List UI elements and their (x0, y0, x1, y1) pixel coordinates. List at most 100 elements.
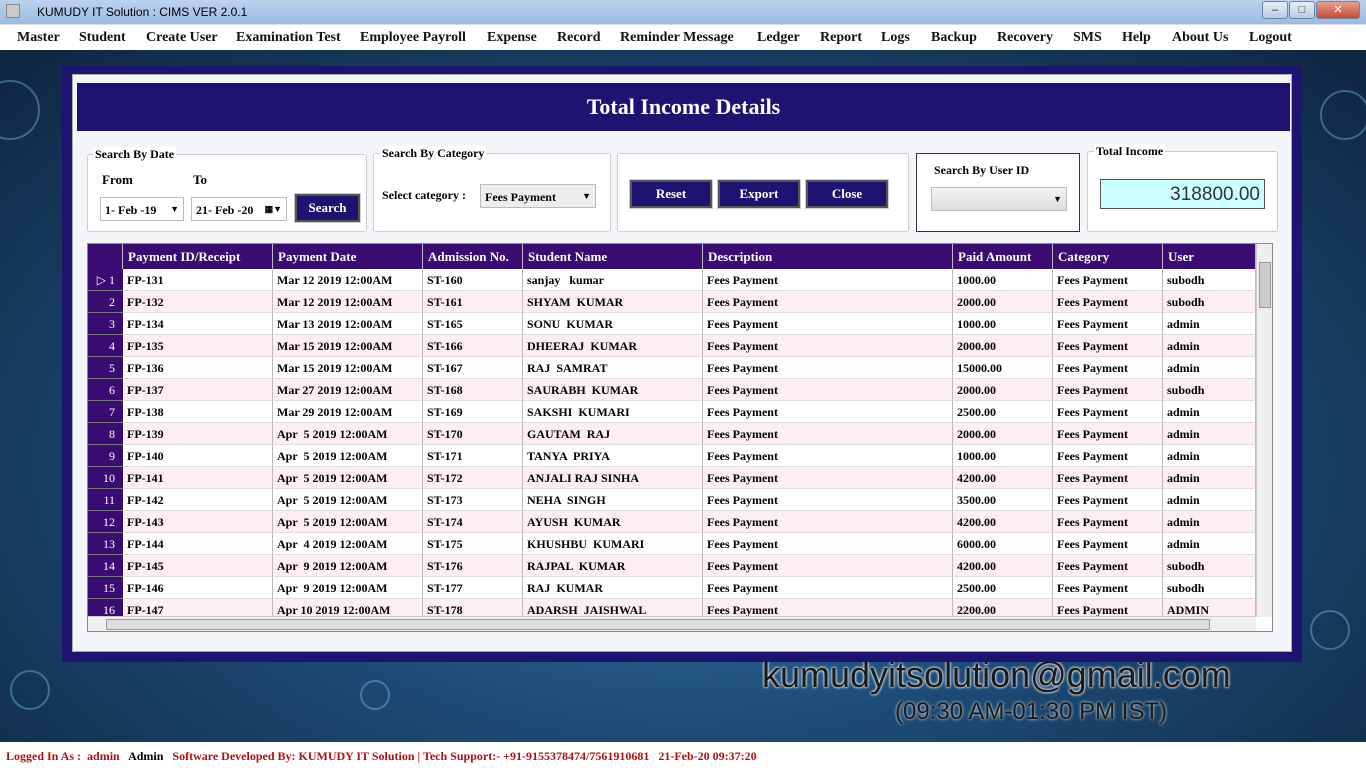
row-header[interactable]: 7 (88, 401, 123, 423)
row-header[interactable]: 5 (88, 357, 123, 379)
menu-sms[interactable]: SMS (1073, 30, 1102, 45)
table-row[interactable]: 7 FP-138 Mar 29 2019 12:00AM ST-169 SAKSHI K… (88, 401, 1256, 423)
column-header[interactable]: Category (1053, 244, 1163, 269)
minimize-icon[interactable]: – (1262, 1, 1288, 19)
menu-recovery[interactable]: Recovery (997, 30, 1053, 45)
table-row[interactable]: 13 FP-144 Apr 4 2019 12:00AM ST-175 KHUSHBU … (88, 533, 1256, 555)
column-header[interactable]: Admission No. (423, 244, 523, 269)
from-date-picker[interactable]: 1- Feb -19 ▼ (100, 197, 184, 221)
table-row[interactable]: 10 FP-141 Apr 5 2019 12:00AM ST-172 ANJALI R… (88, 467, 1256, 489)
row-header[interactable]: ▷ 1 (88, 269, 123, 291)
column-header[interactable]: Description (703, 244, 953, 269)
table-cell: Fees Payment (703, 423, 953, 445)
table-row[interactable]: 9 FP-140 Apr 5 2019 12:00AM ST-171 TANYA PRI… (88, 445, 1256, 467)
table-cell: AYUSH KUMAR (523, 511, 703, 533)
menu-student[interactable]: Student (79, 30, 126, 45)
table-cell: admin (1163, 313, 1256, 335)
menu-bar: Master Student Create User Examination Test… (0, 24, 1366, 50)
table-cell: ST-175 (423, 533, 523, 555)
table-cell: FP-138 (123, 401, 273, 423)
close-window-icon[interactable]: ✕ (1316, 1, 1360, 19)
category-select[interactable]: Fees Payment ▼ (480, 184, 596, 208)
column-header[interactable]: Paid Amount (953, 244, 1053, 269)
table-cell: Fees Payment (703, 489, 953, 511)
row-header[interactable]: 15 (88, 577, 123, 599)
menu-ledger[interactable]: Ledger (757, 30, 800, 45)
row-header[interactable]: 10 (88, 467, 123, 489)
table-cell: Fees Payment (1053, 269, 1163, 291)
user-group-legend: Search By User ID (932, 163, 1032, 178)
table-cell: 4200.00 (953, 511, 1053, 533)
column-header[interactable]: Payment Date (273, 244, 423, 269)
table-cell: ST-173 (423, 489, 523, 511)
table-cell: Fees Payment (1053, 533, 1163, 555)
table-row[interactable]: 4 FP-135 Mar 15 2019 12:00AM ST-166 DHEERAJ … (88, 335, 1256, 357)
table-row[interactable]: 15 FP-146 Apr 9 2019 12:00AM ST-177 RAJ KUMA… (88, 577, 1256, 599)
total-income-value: 318800.00 (1100, 179, 1265, 209)
reset-button[interactable]: Reset (629, 179, 713, 209)
table-row[interactable]: 2 FP-132 Mar 12 2019 12:00AM ST-161 SHYAM KU… (88, 291, 1256, 313)
table-row[interactable]: 3 FP-134 Mar 13 2019 12:00AM ST-165 SONU KUM… (88, 313, 1256, 335)
table-cell: FP-143 (123, 511, 273, 533)
vertical-scrollbar[interactable] (1256, 244, 1272, 617)
menu-record[interactable]: Record (557, 30, 601, 45)
total-income-legend: Total Income (1094, 144, 1166, 159)
user-id-select[interactable]: ▼ (931, 187, 1067, 211)
table-row[interactable]: 8 FP-139 Apr 5 2019 12:00AM ST-170 GAUTAM RA… (88, 423, 1256, 445)
menu-help[interactable]: Help (1122, 30, 1151, 45)
menu-backup[interactable]: Backup (931, 30, 977, 45)
table-cell: admin (1163, 401, 1256, 423)
column-header[interactable]: User (1163, 244, 1256, 269)
table-cell: FP-136 (123, 357, 273, 379)
row-header[interactable]: 9 (88, 445, 123, 467)
table-cell: 2500.00 (953, 401, 1053, 423)
menu-report[interactable]: Report (820, 30, 862, 45)
table-cell: 2000.00 (953, 423, 1053, 445)
table-cell: Mar 12 2019 12:00AM (273, 269, 423, 291)
table-cell: sanjay kumar (523, 269, 703, 291)
column-header[interactable]: Payment ID/Receipt (123, 244, 273, 269)
table-row[interactable]: 5 FP-136 Mar 15 2019 12:00AM ST-167 RAJ SAMR… (88, 357, 1256, 379)
table-row[interactable]: ▷ 1 FP-131 Mar 12 2019 12:00AM ST-160 sanjay… (88, 269, 1256, 291)
table-row[interactable]: 12 FP-143 Apr 5 2019 12:00AM ST-174 AYUSH KU… (88, 511, 1256, 533)
menu-create-user[interactable]: Create User (146, 30, 218, 45)
row-header[interactable]: 13 (88, 533, 123, 555)
table-row[interactable]: 6 FP-137 Mar 27 2019 12:00AM ST-168 SAURABH … (88, 379, 1256, 401)
row-header[interactable]: 12 (88, 511, 123, 533)
table-cell: Apr 9 2019 12:00AM (273, 555, 423, 577)
menu-logout[interactable]: Logout (1249, 30, 1292, 45)
table-cell: admin (1163, 445, 1256, 467)
menu-reminder-message[interactable]: Reminder Message (620, 30, 734, 45)
table-cell: ST-169 (423, 401, 523, 423)
developer-info: Software Developed By: KUMUDY IT Solutio… (172, 749, 650, 763)
to-date-picker[interactable]: 21- Feb -20 ▦▼ (191, 197, 287, 221)
maximize-icon[interactable]: □ (1289, 1, 1315, 19)
menu-logs[interactable]: Logs (881, 30, 910, 45)
row-header[interactable]: 4 (88, 335, 123, 357)
menu-expense[interactable]: Expense (487, 30, 537, 45)
table-cell: Fees Payment (1053, 313, 1163, 335)
menu-master[interactable]: Master (17, 30, 60, 45)
row-header[interactable]: 2 (88, 291, 123, 313)
row-header[interactable]: 8 (88, 423, 123, 445)
row-header[interactable]: 14 (88, 555, 123, 577)
table-cell: subodh (1163, 291, 1256, 313)
search-button[interactable]: Search (294, 193, 361, 223)
column-header[interactable]: Student Name (523, 244, 703, 269)
menu-about-us[interactable]: About Us (1172, 30, 1229, 45)
table-cell: Fees Payment (1053, 445, 1163, 467)
row-header[interactable]: 11 (88, 489, 123, 511)
logged-in-label: Logged In As : (6, 749, 82, 763)
export-button[interactable]: Export (717, 179, 801, 209)
row-header[interactable]: 6 (88, 379, 123, 401)
horizontal-scrollbar[interactable] (88, 616, 1256, 631)
table-cell: Fees Payment (703, 577, 953, 599)
table-row[interactable]: 11 FP-142 Apr 5 2019 12:00AM ST-173 NEHA SIN… (88, 489, 1256, 511)
close-button[interactable]: Close (805, 179, 889, 209)
menu-examination-test[interactable]: Examination Test (236, 30, 341, 45)
menu-employee-payroll[interactable]: Employee Payroll (360, 30, 466, 45)
table-row[interactable]: 14 FP-145 Apr 9 2019 12:00AM ST-176 RAJPAL K… (88, 555, 1256, 577)
table-row[interactable]: 16 FP-147 Apr 10 2019 12:00AM ST-178 ADARSH … (88, 599, 1256, 621)
table-cell: Fees Payment (703, 401, 953, 423)
row-header[interactable]: 3 (88, 313, 123, 335)
